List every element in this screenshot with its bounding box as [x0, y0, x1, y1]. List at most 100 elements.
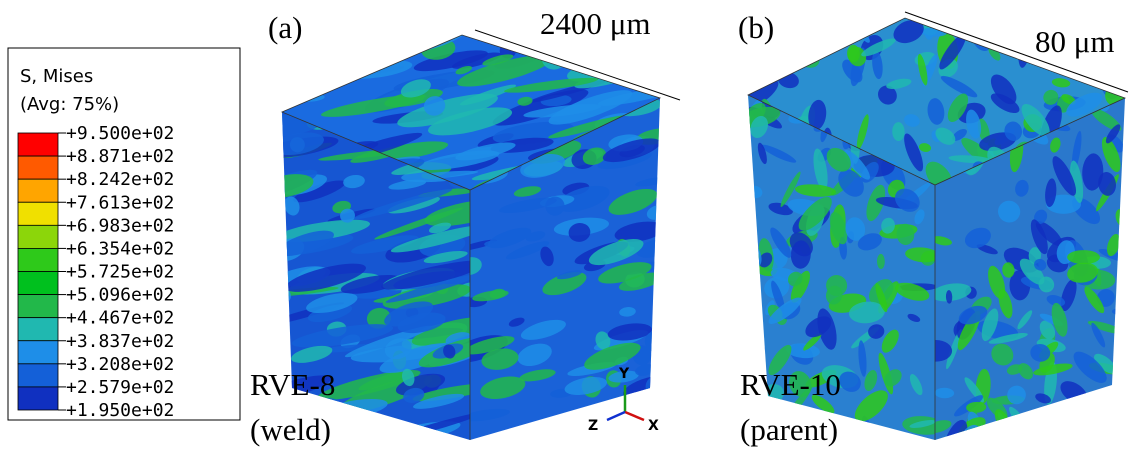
triad-label: Y — [618, 366, 630, 382]
grain — [776, 47, 802, 56]
grain — [293, 180, 346, 203]
grain — [969, 20, 996, 35]
grain — [1082, 153, 1104, 191]
grain — [918, 143, 932, 152]
grain — [1098, 172, 1116, 196]
grain — [998, 289, 1013, 319]
dimension-line — [474, 29, 681, 101]
panel-name: RVE-10 — [740, 367, 841, 402]
grain — [1015, 179, 1029, 197]
grain — [517, 343, 552, 367]
grain — [914, 209, 925, 225]
grain — [940, 75, 978, 98]
grain — [423, 96, 446, 116]
grain — [787, 271, 803, 287]
grain — [786, 343, 820, 359]
grain — [513, 186, 542, 197]
grain — [1043, 89, 1059, 105]
grain — [381, 260, 470, 290]
grain — [935, 339, 953, 362]
grain — [964, 227, 991, 249]
grain — [907, 313, 921, 322]
grain — [577, 420, 635, 440]
legend-label: +7.613e+02 — [66, 192, 174, 213]
legend-swatch — [17, 271, 59, 295]
grain — [976, 244, 998, 255]
grain — [519, 369, 556, 382]
grain — [584, 342, 641, 370]
legend-swatch — [17, 248, 59, 272]
grain — [848, 46, 867, 67]
grain — [327, 38, 366, 56]
grain — [540, 246, 554, 267]
grain — [1094, 426, 1122, 440]
grain — [403, 387, 425, 403]
legend-swatch — [17, 294, 59, 319]
grain — [423, 250, 468, 264]
grain — [1067, 250, 1100, 265]
legend-swatch — [17, 201, 59, 226]
grain — [808, 99, 827, 130]
grain — [892, 122, 905, 142]
grain — [282, 70, 296, 77]
grain — [927, 98, 945, 125]
grain — [608, 370, 639, 383]
grain — [1093, 353, 1117, 374]
legend-label: +8.242e+02 — [66, 169, 174, 190]
legend-subtitle: (Avg: 75%) — [20, 94, 119, 115]
grain — [858, 340, 867, 377]
grain — [991, 343, 1014, 366]
grain — [480, 376, 526, 400]
grain — [876, 253, 885, 269]
legend-swatch — [17, 155, 59, 180]
grain — [886, 78, 912, 90]
grain — [839, 371, 861, 392]
grain — [895, 282, 930, 301]
grain — [805, 316, 832, 338]
grain — [412, 383, 470, 402]
grain — [411, 317, 470, 346]
grain — [385, 274, 470, 303]
dimension-label: 2400 μm — [540, 6, 650, 41]
grain — [343, 174, 365, 189]
grain — [402, 368, 415, 387]
grain — [545, 196, 565, 216]
grain — [619, 307, 636, 317]
grain — [340, 431, 378, 440]
grain — [771, 280, 785, 312]
grain — [457, 55, 553, 87]
grain — [1035, 221, 1063, 246]
grain — [413, 50, 488, 72]
grain — [424, 199, 470, 227]
grain — [504, 77, 599, 93]
grain — [1035, 393, 1051, 404]
legend-swatch — [17, 386, 59, 411]
grain — [322, 35, 390, 50]
grain — [608, 188, 658, 215]
grain — [997, 200, 1021, 223]
grain — [904, 133, 924, 172]
grain — [556, 270, 582, 280]
grain — [525, 231, 546, 242]
grain — [1095, 400, 1115, 420]
grain — [1051, 302, 1068, 337]
grain — [1022, 20, 1035, 33]
grain — [1067, 425, 1090, 440]
grain — [568, 222, 591, 242]
grain — [1002, 262, 1015, 278]
grain — [811, 394, 835, 414]
grain — [291, 345, 333, 363]
legend-label: +3.837e+02 — [66, 331, 174, 352]
grain — [284, 196, 300, 216]
grain — [917, 53, 928, 86]
grain — [1019, 258, 1045, 285]
grain — [576, 52, 595, 71]
grain — [413, 393, 465, 409]
cube-edge — [747, 17, 1127, 186]
grain — [935, 420, 952, 434]
grain — [1017, 310, 1033, 330]
grain — [556, 185, 610, 212]
legend-label: +9.500e+02 — [66, 123, 174, 144]
grain — [881, 329, 899, 353]
grain — [595, 331, 611, 350]
